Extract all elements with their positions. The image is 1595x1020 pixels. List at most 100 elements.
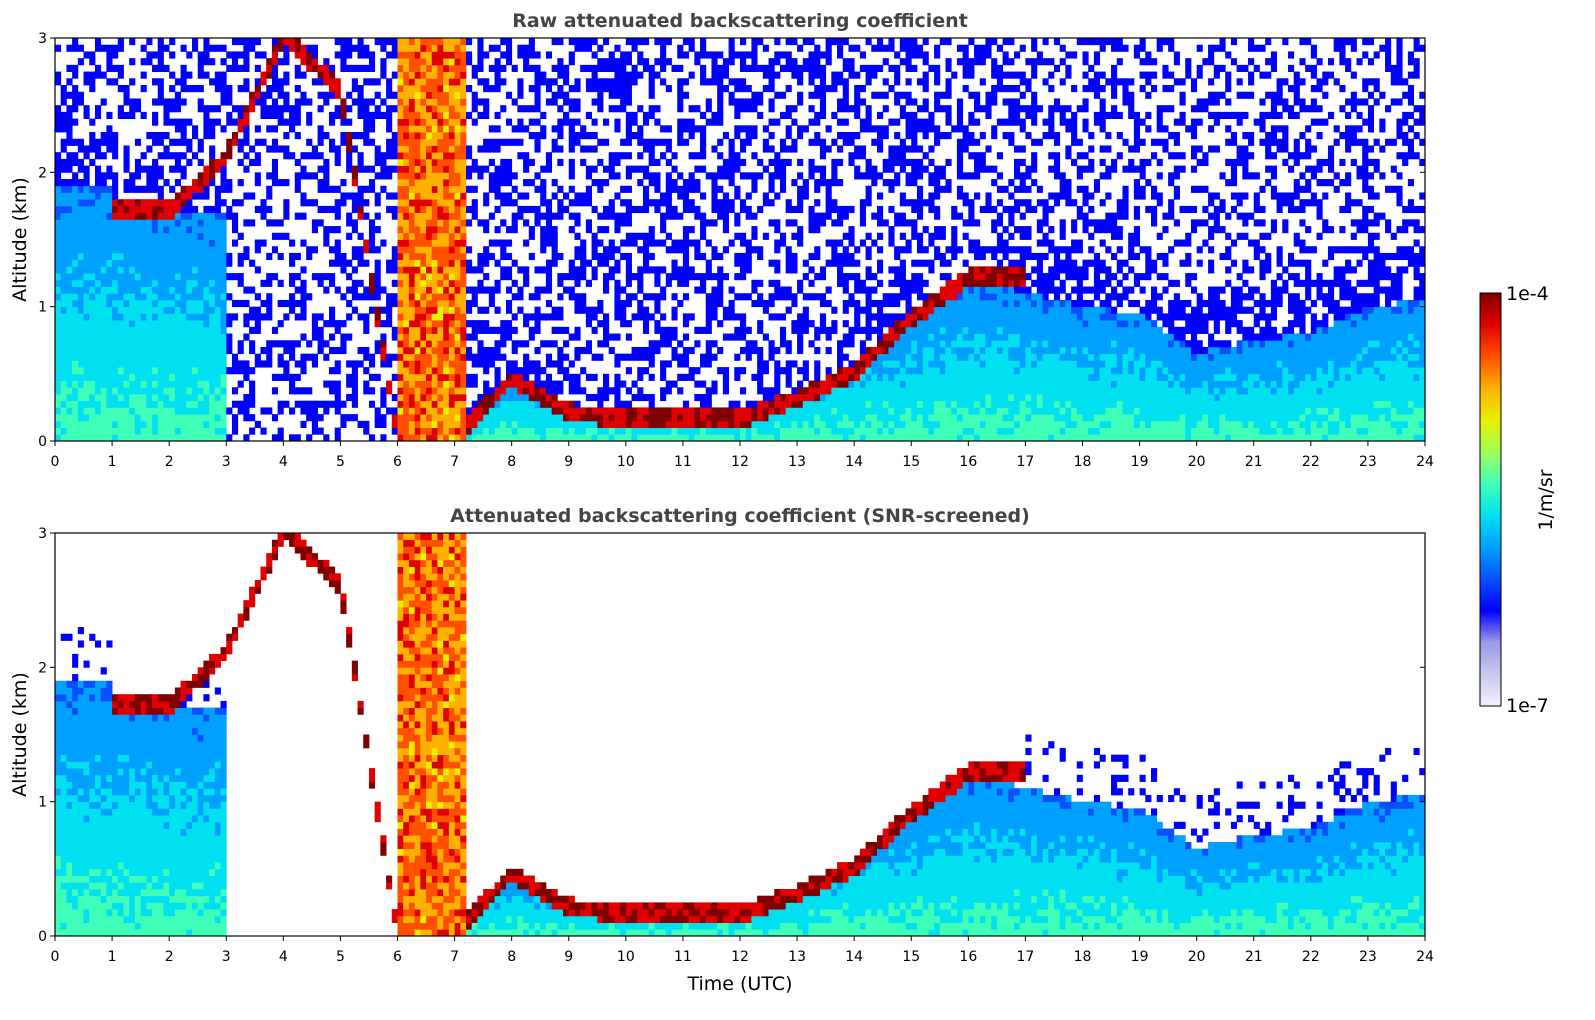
heatmap-cell <box>665 279 672 287</box>
heatmap-cell <box>597 414 604 422</box>
heatmap-cell <box>317 273 324 281</box>
heatmap-cell <box>340 38 347 46</box>
heatmap-cell <box>277 434 284 442</box>
heatmap-cell <box>186 192 193 200</box>
heatmap-cell <box>785 306 792 314</box>
heatmap-cell <box>391 353 398 361</box>
heatmap-cell <box>625 434 632 442</box>
heatmap-cell <box>214 299 221 308</box>
heatmap-cell <box>694 434 701 442</box>
heatmap-cell <box>157 232 164 240</box>
heatmap-cell <box>100 98 107 106</box>
heatmap-cell <box>186 185 193 193</box>
heatmap-cell <box>77 199 84 207</box>
heatmap-cell <box>762 85 769 93</box>
heatmap-cell <box>505 387 513 395</box>
heatmap-cell <box>420 299 427 308</box>
heatmap-cell <box>414 273 421 281</box>
heatmap-cell <box>797 192 804 200</box>
heatmap-cell <box>152 98 159 106</box>
heatmap-cell <box>152 78 159 86</box>
heatmap-cell <box>625 407 632 415</box>
heatmap-cell <box>448 111 455 119</box>
heatmap-cell <box>72 273 79 281</box>
heatmap-cell <box>60 414 67 422</box>
heatmap-cell <box>448 85 455 93</box>
heatmap-cell <box>625 420 632 428</box>
heatmap-cell <box>426 226 433 234</box>
heatmap-cell <box>334 252 341 261</box>
heatmap-cell <box>574 98 581 106</box>
heatmap-cell <box>483 199 490 207</box>
heatmap-cell <box>55 232 62 240</box>
heatmap-cell <box>551 78 558 86</box>
heatmap-cell <box>620 219 627 227</box>
heatmap-cell <box>414 266 421 274</box>
heatmap-cell <box>374 414 381 422</box>
heatmap-cell <box>534 85 541 93</box>
heatmap-cell <box>437 367 444 375</box>
heatmap-cell <box>545 158 553 167</box>
heatmap-cell <box>426 132 433 140</box>
heatmap-cell <box>214 246 221 254</box>
heatmap-cell <box>494 434 501 442</box>
heatmap-cell <box>551 212 558 220</box>
heatmap-cell <box>682 205 690 214</box>
heatmap-cell <box>357 132 364 140</box>
heatmap-cell <box>100 232 107 240</box>
heatmap-cell <box>580 387 587 395</box>
heatmap-cell <box>637 205 644 214</box>
heatmap-cell <box>426 185 433 193</box>
heatmap-cell <box>819 172 827 180</box>
heatmap-cell <box>374 259 381 267</box>
heatmap-cell <box>454 51 461 59</box>
heatmap-cell <box>614 407 621 415</box>
heatmap-cell <box>642 293 650 301</box>
heatmap-cell <box>420 64 427 72</box>
heatmap-cell <box>363 326 370 334</box>
heatmap-cell <box>785 64 792 72</box>
heatmap-cell <box>374 105 381 113</box>
heatmap-cell <box>363 199 370 207</box>
heatmap-cell <box>711 205 718 214</box>
heatmap-cell <box>597 434 604 442</box>
heatmap-cell <box>180 165 187 173</box>
heatmap-cell <box>72 199 79 207</box>
heatmap-cell <box>72 420 79 428</box>
heatmap-cell <box>825 259 832 267</box>
heatmap-cell <box>89 400 96 408</box>
heatmap-cell <box>426 44 433 52</box>
heatmap-cell <box>174 179 181 187</box>
heatmap-cell <box>757 414 764 422</box>
heatmap-cell <box>837 132 844 140</box>
heatmap-cell <box>300 420 307 428</box>
heatmap-cell <box>443 219 450 227</box>
heatmap-cell <box>203 353 210 361</box>
heatmap-cell <box>688 199 695 207</box>
heatmap-cell <box>431 71 438 79</box>
heatmap-cell <box>317 185 324 193</box>
heatmap-cell <box>220 125 227 133</box>
heatmap-cell <box>700 145 707 153</box>
heatmap-cell <box>134 219 142 227</box>
heatmap-cell <box>500 427 507 435</box>
heatmap-cell <box>220 58 227 66</box>
heatmap-cell <box>431 232 438 240</box>
heatmap-cell <box>722 367 729 375</box>
heatmap-cell <box>334 105 341 113</box>
heatmap-cell <box>329 367 336 375</box>
heatmap-cell <box>494 145 501 153</box>
heatmap-cell <box>722 306 729 314</box>
heatmap-cell <box>545 420 553 428</box>
heatmap-cell <box>55 226 62 234</box>
heatmap-cell <box>568 98 575 106</box>
heatmap-cell <box>334 226 341 234</box>
heatmap-cell <box>157 226 164 234</box>
heatmap-cell <box>129 340 136 348</box>
heatmap-cell <box>72 219 79 227</box>
heatmap-cell <box>620 98 627 106</box>
heatmap-cell <box>220 320 227 328</box>
heatmap-cell <box>808 118 815 126</box>
heatmap-cell <box>123 98 130 106</box>
heatmap-cell <box>386 105 393 113</box>
